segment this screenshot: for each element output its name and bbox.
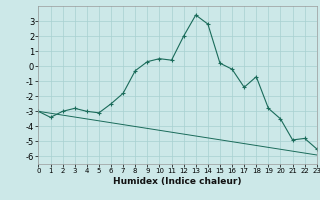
X-axis label: Humidex (Indice chaleur): Humidex (Indice chaleur) bbox=[113, 177, 242, 186]
